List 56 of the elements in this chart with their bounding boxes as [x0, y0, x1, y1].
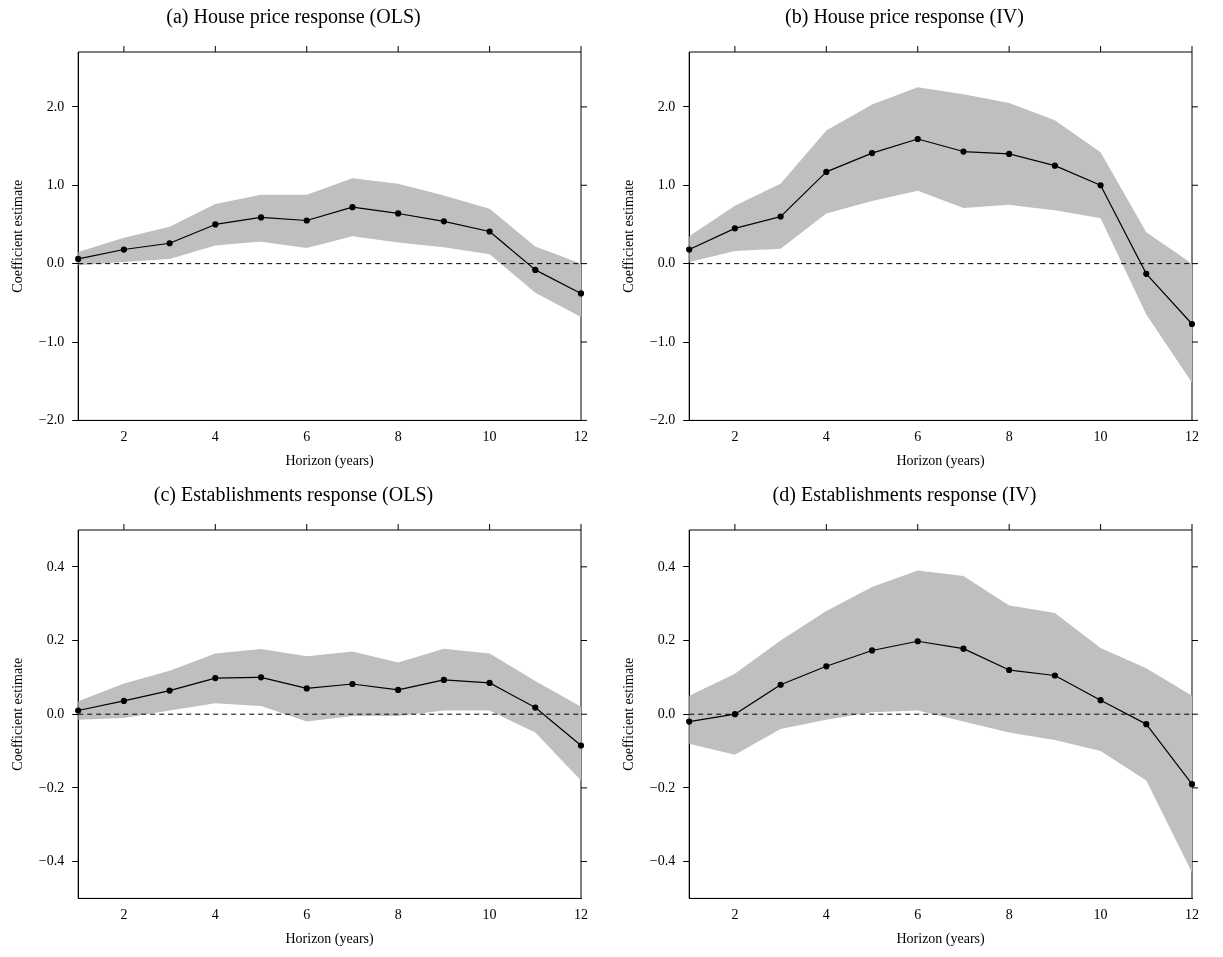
x-tick-label: 10 [1093, 907, 1108, 923]
y-tick-label: −1.0 [38, 333, 65, 349]
y-tick-label: 0.0 [46, 255, 65, 271]
x-tick-label: 6 [303, 429, 311, 445]
x-tick-label: 2 [731, 429, 739, 445]
y-tick-label: −0.4 [38, 853, 65, 869]
x-axis-title: Horizon (years) [896, 453, 986, 470]
x-tick-label: 8 [394, 429, 402, 445]
y-tick-label: 2.0 [657, 98, 676, 114]
chart-title: (a) House price response (OLS) [166, 5, 421, 29]
x-tick-label: 12 [1185, 907, 1199, 923]
y-tick-label: −0.2 [649, 779, 676, 795]
y-tick-label: −2.0 [38, 412, 65, 428]
x-tick-label: 10 [482, 429, 497, 445]
x-tick-label: 8 [1005, 429, 1013, 445]
x-axis-title: Horizon (years) [285, 931, 375, 948]
x-tick-label: 4 [211, 429, 219, 445]
x-axis-title: Horizon (years) [896, 931, 986, 948]
x-tick-label: 12 [574, 907, 588, 923]
y-axis-title: Coefficient estimate [621, 179, 637, 293]
x-tick-label: 6 [303, 907, 311, 923]
x-tick-label: 4 [211, 907, 219, 923]
y-tick-label: −0.2 [38, 779, 65, 795]
y-tick-label: −0.4 [649, 853, 676, 869]
y-tick-label: 0.4 [657, 558, 676, 574]
y-axis-title: Coefficient estimate [621, 657, 637, 771]
chart-title: (d) Establishments response (IV) [772, 483, 1037, 507]
y-tick-label: 0.2 [46, 632, 65, 648]
x-tick-label: 10 [482, 907, 497, 923]
x-tick-label: 4 [822, 429, 830, 445]
x-tick-label: 10 [1093, 429, 1108, 445]
y-tick-label: 0.0 [46, 705, 65, 721]
y-axis-title: Coefficient estimate [10, 179, 26, 293]
y-tick-label: 0.0 [657, 705, 676, 721]
x-tick-label: 2 [120, 907, 128, 923]
x-axis-title: Horizon (years) [285, 453, 375, 470]
y-tick-label: 1.0 [46, 176, 65, 192]
x-tick-label: 8 [1005, 907, 1013, 923]
x-tick-label: 12 [1185, 429, 1199, 445]
y-tick-label: 0.2 [657, 632, 676, 648]
y-tick-label: 2.0 [46, 98, 65, 114]
chart-title: (c) Establishments response (OLS) [153, 483, 434, 507]
x-tick-label: 8 [394, 907, 402, 923]
y-tick-label: 0.4 [46, 558, 65, 574]
y-tick-label: 0.0 [657, 255, 676, 271]
chart-title: (b) House price response (IV) [785, 5, 1024, 29]
x-tick-label: 2 [731, 907, 739, 923]
y-tick-label: −1.0 [649, 333, 676, 349]
x-tick-label: 6 [914, 429, 922, 445]
x-tick-label: 6 [914, 907, 922, 923]
x-tick-label: 12 [574, 429, 588, 445]
x-tick-label: 4 [822, 907, 830, 923]
x-tick-label: 2 [120, 429, 128, 445]
y-tick-label: 1.0 [657, 176, 676, 192]
y-axis-title: Coefficient estimate [10, 657, 26, 771]
y-tick-label: −2.0 [649, 412, 676, 428]
